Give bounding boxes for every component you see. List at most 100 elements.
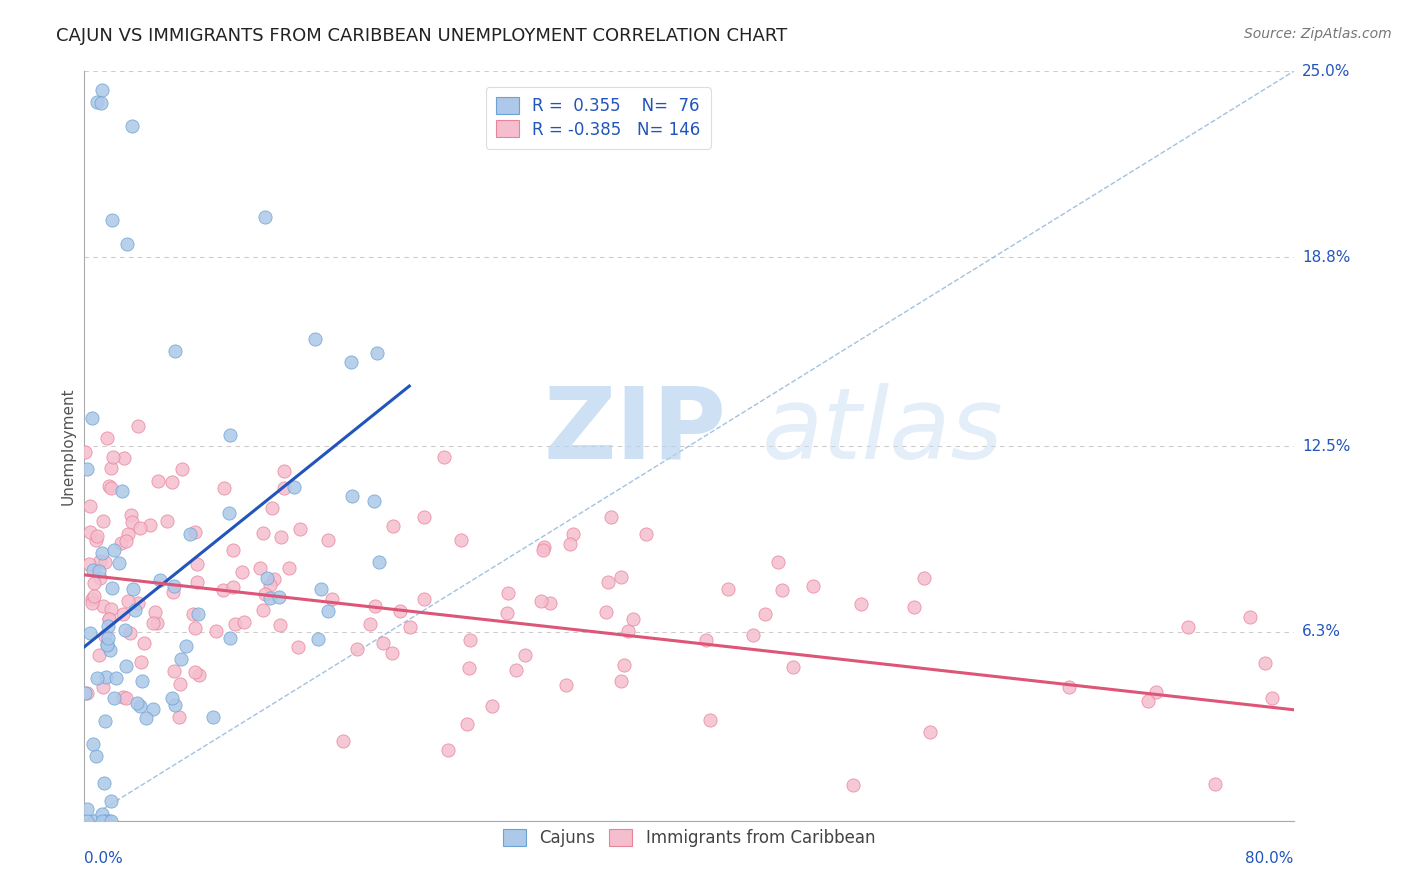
Point — [163, 698, 186, 712]
Point — [695, 632, 717, 647]
Point — [76, 462, 98, 476]
Text: 25.0%: 25.0% — [1302, 64, 1350, 78]
Point — [97, 814, 120, 828]
Point — [186, 557, 208, 571]
Point — [277, 561, 299, 575]
Point — [366, 346, 388, 360]
Point — [89, 554, 111, 568]
Point — [93, 599, 115, 614]
Point — [359, 617, 381, 632]
Point — [105, 671, 128, 685]
Point — [1057, 680, 1080, 694]
Point — [86, 671, 108, 685]
Point — [83, 575, 105, 590]
Point — [412, 509, 434, 524]
Point — [186, 575, 208, 590]
Point — [610, 673, 633, 688]
Point — [363, 599, 385, 613]
Point — [367, 555, 389, 569]
Point — [79, 524, 101, 539]
Point — [1136, 694, 1159, 708]
Point — [103, 542, 125, 557]
Point — [253, 587, 276, 601]
Point — [252, 603, 274, 617]
Point — [100, 814, 122, 828]
Point — [135, 711, 157, 725]
Point — [121, 515, 143, 529]
Point — [100, 461, 122, 475]
Point — [332, 734, 354, 748]
Point — [222, 542, 245, 557]
Point — [76, 802, 98, 816]
Point — [143, 605, 166, 619]
Point — [103, 690, 125, 705]
Point — [183, 525, 205, 540]
Point — [160, 475, 183, 489]
Point — [94, 555, 117, 569]
Point — [1177, 620, 1199, 634]
Point — [495, 607, 517, 621]
Point — [84, 749, 107, 764]
Point — [554, 678, 576, 692]
Point — [903, 599, 925, 614]
Point — [94, 714, 117, 728]
Point — [842, 778, 865, 792]
Text: 12.5%: 12.5% — [1302, 439, 1350, 453]
Point — [530, 593, 553, 607]
Text: 18.8%: 18.8% — [1302, 250, 1350, 265]
Point — [766, 555, 789, 569]
Point — [496, 586, 519, 600]
Point — [122, 582, 145, 597]
Point — [273, 481, 295, 495]
Point — [169, 677, 191, 691]
Point — [145, 615, 167, 630]
Point — [399, 620, 422, 634]
Point — [269, 618, 291, 632]
Point — [600, 509, 623, 524]
Point — [167, 710, 190, 724]
Point — [82, 737, 104, 751]
Point — [1254, 657, 1277, 671]
Point — [117, 593, 139, 607]
Point — [267, 591, 290, 605]
Point — [560, 537, 582, 551]
Point — [117, 236, 139, 251]
Point — [505, 663, 527, 677]
Point — [232, 615, 254, 629]
Point — [127, 419, 149, 434]
Point — [97, 631, 120, 645]
Point — [111, 607, 134, 622]
Point — [270, 530, 292, 544]
Point — [598, 575, 620, 590]
Point — [131, 673, 153, 688]
Point — [163, 664, 186, 678]
Point — [132, 636, 155, 650]
Point — [111, 690, 134, 704]
Point — [82, 596, 104, 610]
Point — [165, 343, 187, 358]
Point — [321, 592, 343, 607]
Point — [84, 533, 107, 547]
Point — [82, 563, 104, 577]
Point — [73, 444, 96, 458]
Point — [754, 607, 776, 621]
Point — [117, 527, 139, 541]
Point — [91, 83, 114, 97]
Point — [458, 661, 481, 675]
Point — [83, 814, 105, 828]
Point — [699, 714, 721, 728]
Point — [770, 582, 793, 597]
Point — [115, 659, 138, 673]
Point — [801, 579, 824, 593]
Point — [287, 640, 309, 654]
Point — [212, 481, 235, 495]
Point — [156, 514, 179, 528]
Point — [160, 690, 183, 705]
Point — [381, 518, 404, 533]
Point — [80, 411, 103, 425]
Point — [149, 573, 172, 587]
Point — [86, 529, 108, 543]
Point — [174, 640, 197, 654]
Point — [595, 605, 617, 619]
Point — [162, 585, 184, 599]
